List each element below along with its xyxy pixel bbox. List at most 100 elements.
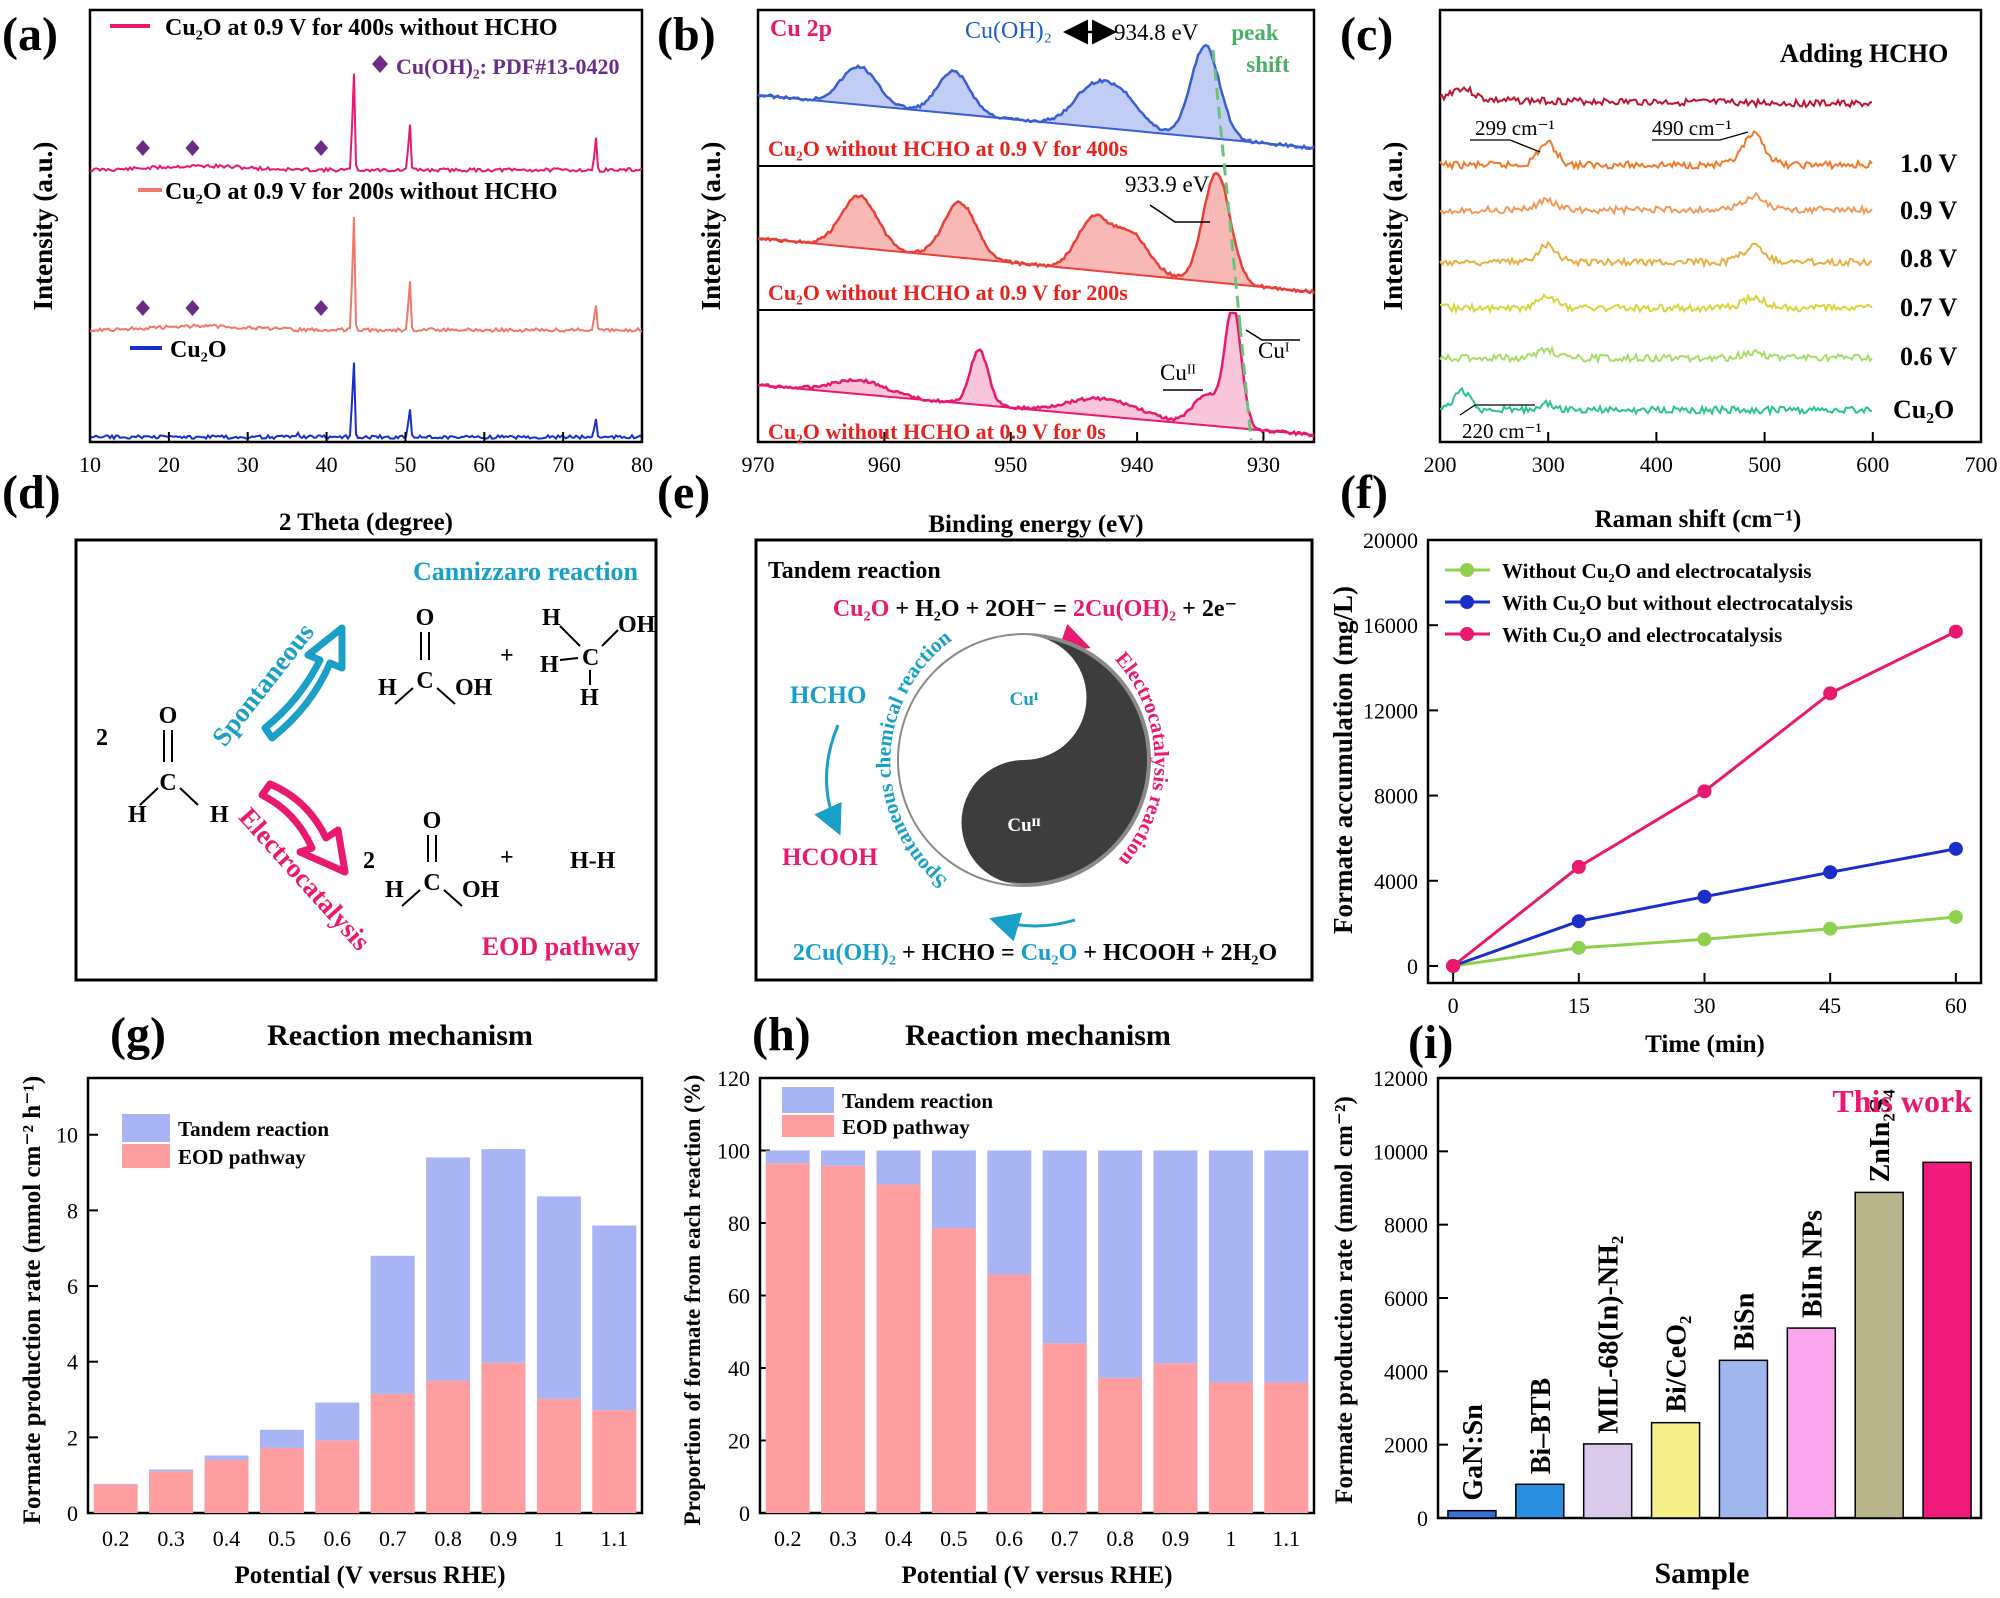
data-point [1948,624,1963,639]
bar-label: ZnIn₂S₄ [1865,1089,1896,1183]
legend-f: Without Cu₂O and electrocatalysis With C… [1445,559,1853,647]
bar-segment [426,1157,471,1381]
xps-fill-area [758,45,1314,149]
raman-spectrum-line [1439,292,1873,315]
raman-plot [1439,85,1873,417]
axes-f: 0 4000 8000 12000 16000 20000 0 15 30 45 60 [1363,528,1967,1018]
formic-acid-bottom: 2 O C H OH + H-H [363,808,616,907]
x-axis-label-g: Potential (V versus RHE) [234,1562,505,1589]
bar-segment [370,1393,415,1513]
peak-label-299: 299 cm⁻¹ [1475,116,1555,140]
comparison-bars-i: GaN:Sn Bi–BTB MIL-68(In)-NH₂ Bi/CeO₂ BiSn BiI… [1447,1089,1972,1519]
cannizzaro-label: Cannizzaro reaction [413,557,639,586]
raman-spectrum-line [1439,386,1873,417]
x-ticks-b: 970 960 950 940 930 [742,432,1280,477]
bar-label: GaN:Sn [1458,1404,1489,1501]
panel-c: (c) 200 300 400 500 600 700 Raman shift (cm⁻¹… [1340,8,1998,533]
x-tick-label-b: 940 [1121,452,1154,477]
formaldehyde-molecule: 2 O C H H [96,703,229,828]
equation-bottom: 2Cu(OH)₂ + HCHO = Cu₂O + HCOOH + 2H₂O [793,940,1277,966]
data-point [1697,889,1712,904]
bar [1582,1443,1633,1519]
frame-a [88,8,644,444]
legend-swatch-tandem-h [782,1087,834,1113]
y-tick-label: 120 [717,1066,750,1091]
legend-a2: Cu₂O at 0.9 V for 200s without HCHO [165,179,558,205]
frame-c [1438,8,1983,444]
annot-cu1: Cuᴵ [1258,338,1290,363]
bar-segment [987,1150,1032,1275]
eq-bottom-part: 2Cu(OH)₂ [793,940,896,966]
peak-shift-line [1211,49,1242,326]
bar-segment [1208,1382,1253,1513]
bar [1922,1161,1972,1519]
y-tick-label: 100 [717,1139,750,1164]
bar [1786,1327,1837,1519]
bar-segment [1153,1150,1198,1364]
x-tick-label: 0.7 [1051,1526,1079,1551]
legend-dot [1460,563,1474,577]
coef-2b: 2 [363,848,375,874]
x-tick-label: 0.2 [774,1526,802,1551]
eq-bottom-part: + HCHO = [896,940,1021,966]
bar-segment [315,1402,360,1441]
spontaneous-arrow [261,624,346,742]
frame-b [756,8,1316,444]
cuoh2-marker [135,140,150,156]
panel-b: (b) 970 960 950 940 930 Binding energy (eV) … [657,8,1316,538]
plus-2: + [500,845,514,871]
x-tick-label-a: 70 [552,452,574,477]
leader-933 [1149,204,1210,223]
legend-h-tandem: Tandem reaction [842,1089,993,1113]
x-tick-label: 1.1 [601,1526,629,1551]
bar-segment [1264,1382,1309,1513]
bar-segment [821,1150,866,1166]
bar-segment [1153,1363,1198,1513]
annot-934: 934.8 eV [1114,20,1199,45]
legend-swatch-tandem-g [122,1114,170,1142]
eq-top-part: + 2e⁻ [1176,596,1237,622]
x-ticks-a: 10 20 30 40 50 60 70 80 [79,432,653,477]
xrd-pattern-line [89,216,643,334]
bar-segment [426,1380,471,1513]
x-tick-label-a: 60 [473,452,495,477]
legend-a3: Cu₂O [170,337,227,363]
x-tick-label-c: 700 [1965,452,1998,477]
x-tick-label: 0.4 [885,1526,913,1551]
x-axis-label-f: Time (min) [1645,1031,1765,1058]
y-tick-label-f: 4000 [1374,869,1418,894]
x-axis-label-c: Raman shift (cm⁻¹) [1595,506,1802,533]
tandem-title: Tandem reaction [768,558,941,584]
x-axis-label-a: 2 Theta (degree) [279,509,453,536]
bar-segment [1264,1150,1309,1383]
annotation-a: Cu(OH)₂: PDF#13-0420 [396,54,620,79]
x-tick-label: 0.9 [1162,1526,1190,1551]
x-axis-label-b: Binding energy (eV) [928,511,1143,538]
x-tick-label-f: 0 [1448,993,1459,1018]
x-tick-label-a: 80 [631,452,653,477]
cuoh2-marker [314,140,329,156]
y-axis-label-g: Formate production rate (mmol cm⁻² h⁻¹) [19,1076,46,1524]
bar-segment [259,1447,304,1513]
x-ticks-c: 200 300 400 500 600 700 [1424,432,1998,477]
legend-g-eod: EOD pathway [178,1145,306,1169]
y-axis-label-c: Intensity (a.u.) [1378,142,1408,311]
y-tick-label-i: 8000 [1384,1213,1428,1238]
y-tick-label: 6 [67,1274,78,1299]
atom-h1: H [128,802,147,828]
legend-f3: With Cu₂O and electrocatalysis [1502,623,1782,647]
y-tick-label-f: 0 [1407,954,1418,979]
x-tick-label-f: 30 [1694,993,1716,1018]
x-tick-label-f: 60 [1945,993,1967,1018]
y-tick-label: 0 [67,1501,78,1526]
peak-label-220: 220 cm⁻¹ [1462,419,1542,443]
axes-i: 0 2000 4000 6000 8000 10000 12000 [1373,1066,1448,1531]
xps-baseline [757,94,1315,149]
x-tick-label-c: 400 [1640,452,1673,477]
xrd-pattern-line [89,73,643,174]
hcooh-label: HCOOH [782,844,878,871]
data-point [1948,909,1963,924]
bar-segment [481,1362,526,1513]
bar-segment [1098,1150,1143,1378]
legend-dot [1460,595,1474,609]
